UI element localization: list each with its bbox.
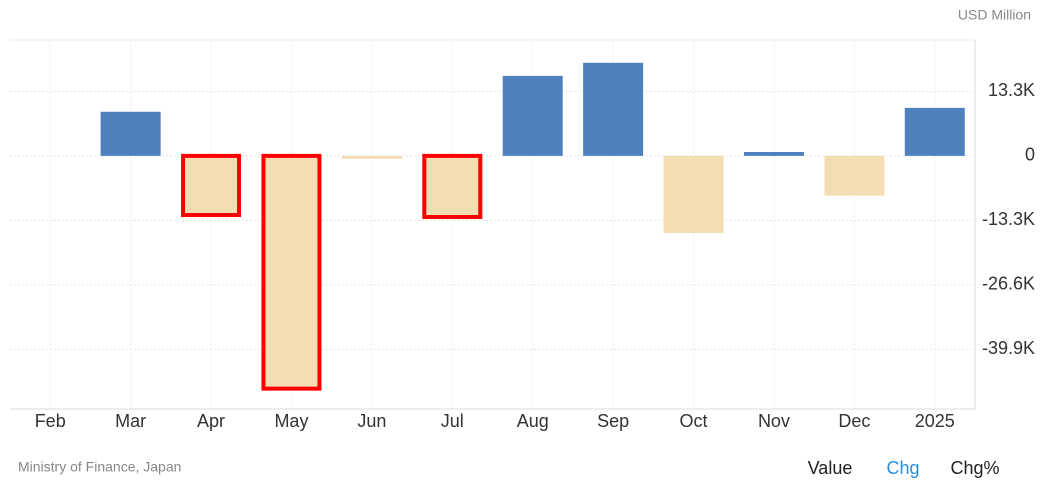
y-tick-label: 0 [1025,145,1035,165]
x-tick-label: Feb [35,411,66,431]
y-tick-label: -13.3K [982,209,1035,229]
bar [743,152,804,156]
bar [904,107,965,156]
x-tick-label: Dec [838,411,870,431]
x-tick-label: Oct [680,411,708,431]
x-tick-label: Jun [357,411,386,431]
y-tick-label: -39.9K [982,338,1035,358]
y-tick-label: 13.3K [988,80,1035,100]
x-tick-label: 2025 [915,411,955,431]
bar [341,155,402,159]
tab-button[interactable]: Value [808,458,853,478]
bar [100,111,161,156]
x-tick-label: Jul [441,411,464,431]
bar [261,153,322,391]
bar [502,75,563,156]
unit-label: USD Million [958,7,1031,23]
tab-button[interactable]: Chg [886,458,919,478]
y-tick-label: -26.6K [982,274,1035,294]
bar [583,62,644,156]
source: Ministry of Finance, Japan [18,459,181,475]
tab-button[interactable]: Chg% [950,458,999,478]
x-tick-label: Aug [517,411,549,431]
x-tick-label: Apr [197,411,225,431]
bar [663,155,724,233]
x-tick-label: Mar [115,411,146,431]
bar [181,153,242,218]
x-tick-label: May [274,411,308,431]
x-tick-label: Nov [758,411,790,431]
bar [824,155,885,196]
x-tick-label: Sep [597,411,629,431]
bar [422,153,483,219]
